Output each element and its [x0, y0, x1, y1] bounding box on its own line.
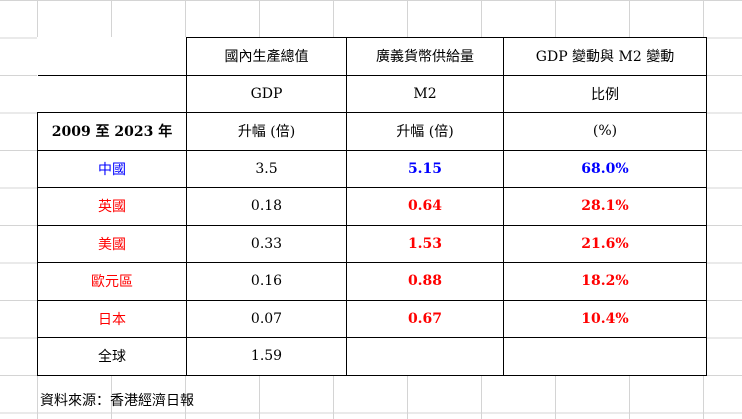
header-row-1: 國內生產總值 廣義貨幣供給量 GDP 變動與 M2 變動	[37, 37, 707, 76]
gdp-cell[interactable]: 1.59	[186, 337, 347, 376]
header-row-2: GDP M2 比例	[37, 74, 707, 113]
region-cell[interactable]: 英國	[37, 187, 187, 226]
table-row: 美國 0.33 1.53 21.6%	[37, 224, 707, 263]
header-ratio-unit[interactable]: (%)	[503, 112, 707, 151]
header-gdp-unit[interactable]: 升幅 (倍)	[186, 112, 347, 151]
table-row: 日本 0.07 0.67 10.4%	[37, 299, 707, 338]
ratio-cell[interactable]: 18.2%	[503, 262, 707, 301]
table-row: 歐元區 0.16 0.88 18.2%	[37, 262, 707, 301]
m2-cell[interactable]: 0.88	[346, 262, 504, 301]
m2-cell[interactable]	[346, 337, 504, 376]
ratio-cell[interactable]: 10.4%	[503, 299, 707, 338]
gdp-cell[interactable]: 0.07	[186, 299, 347, 338]
ratio-cell[interactable]: 28.1%	[503, 187, 707, 226]
region-cell[interactable]: 歐元區	[37, 262, 187, 301]
header-m2-abbr[interactable]: M2	[346, 74, 504, 113]
header-m2-title[interactable]: 廣義貨幣供給量	[346, 37, 504, 76]
ratio-cell[interactable]	[503, 337, 707, 376]
header-gdp-abbr[interactable]: GDP	[186, 74, 347, 113]
region-cell[interactable]: 美國	[37, 224, 187, 263]
ratio-cell[interactable]: 68.0%	[503, 149, 707, 188]
table-row: 全球 1.59	[37, 337, 707, 376]
region-cell[interactable]: 中國	[37, 149, 187, 188]
header-m2-unit[interactable]: 升幅 (倍)	[346, 112, 504, 151]
m2-cell[interactable]: 0.67	[346, 299, 504, 338]
region-cell[interactable]: 全球	[37, 337, 187, 376]
region-cell[interactable]: 日本	[37, 299, 187, 338]
empty-corner-cell	[37, 75, 187, 113]
table-row: 中國 3.5 5.15 68.0%	[37, 149, 707, 188]
header-period[interactable]: 2009 至 2023 年	[37, 112, 187, 151]
gdp-cell[interactable]: 0.16	[186, 262, 347, 301]
table-row: 英國 0.18 0.64 28.1%	[37, 187, 707, 226]
gdp-cell[interactable]: 3.5	[186, 149, 347, 188]
m2-cell[interactable]: 1.53	[346, 224, 504, 263]
source-note: 資料來源：香港經濟日報	[40, 393, 194, 409]
header-gdp-title[interactable]: 國內生產總值	[186, 37, 347, 76]
ratio-cell[interactable]: 21.6%	[503, 224, 707, 263]
header-ratio-title[interactable]: GDP 變動與 M2 變動	[503, 37, 707, 76]
gdp-cell[interactable]: 0.33	[186, 224, 347, 263]
m2-cell[interactable]: 5.15	[346, 149, 504, 188]
gdp-cell[interactable]: 0.18	[186, 187, 347, 226]
empty-corner-cell	[37, 37, 187, 76]
gdp-m2-table: 國內生產總值 廣義貨幣供給量 GDP 變動與 M2 變動 GDP M2 比例 2…	[37, 37, 707, 376]
m2-cell[interactable]: 0.64	[346, 187, 504, 226]
header-row-3: 2009 至 2023 年 升幅 (倍) 升幅 (倍) (%)	[37, 112, 707, 151]
header-ratio-label[interactable]: 比例	[503, 74, 707, 113]
